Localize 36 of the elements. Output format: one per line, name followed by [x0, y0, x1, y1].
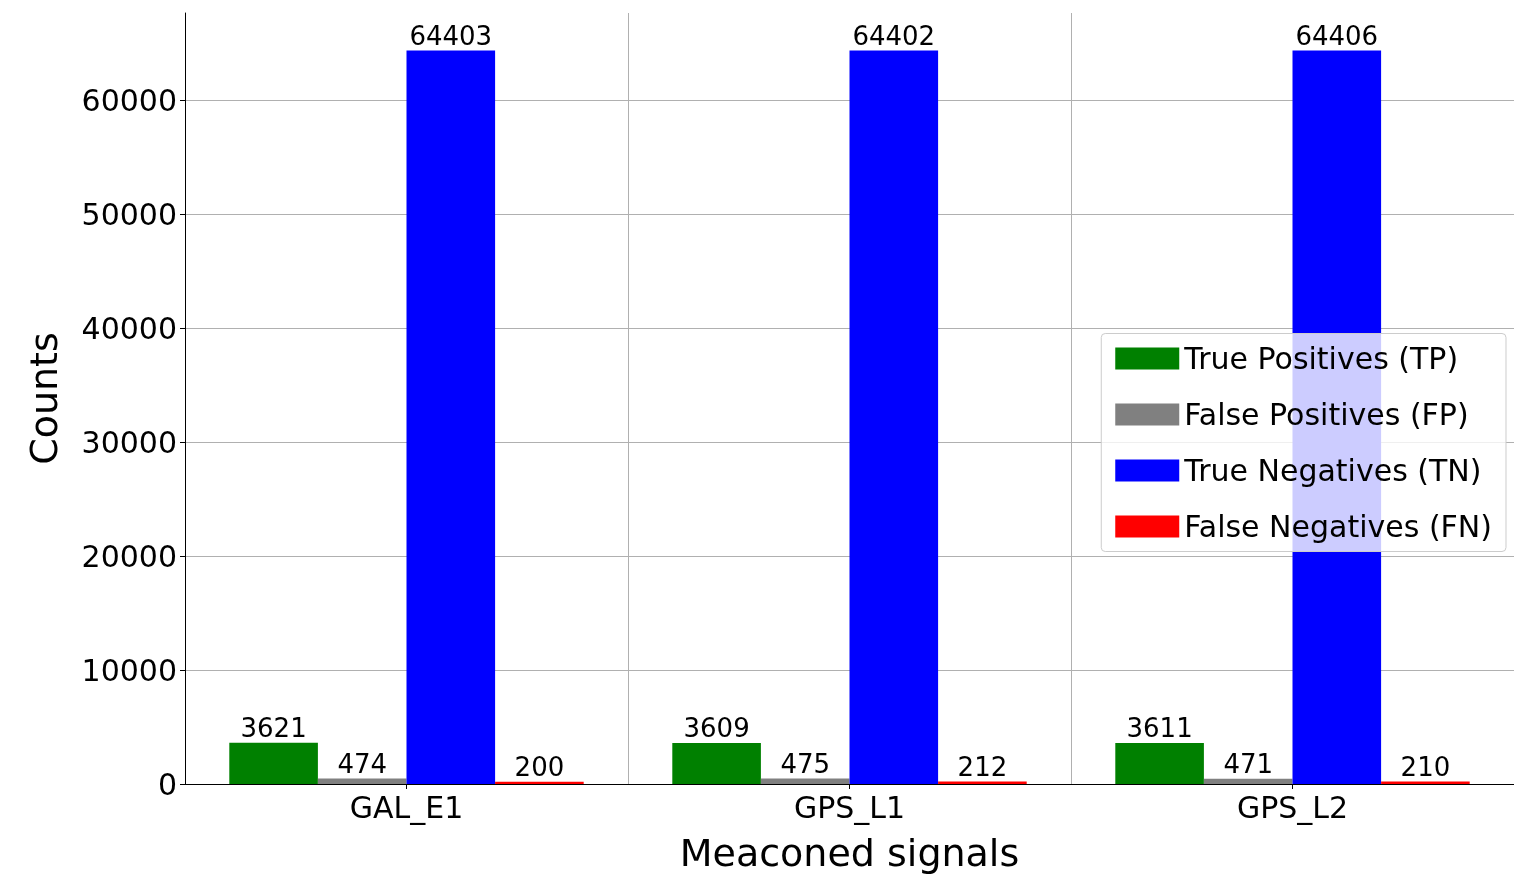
- bar: [229, 742, 318, 784]
- legend-label: True Negatives (TN): [1183, 453, 1482, 488]
- y-tick-label: 60000: [81, 83, 177, 119]
- legend-label: True Positives (TP): [1183, 341, 1459, 376]
- data-label: 64402: [852, 20, 936, 51]
- data-label: 3621: [240, 712, 307, 743]
- data-label: 210: [1400, 751, 1451, 782]
- data-label: 64403: [409, 20, 493, 51]
- y-tick-label: 30000: [81, 424, 177, 460]
- bar: [760, 778, 850, 784]
- data-label: 3609: [683, 712, 750, 743]
- data-label: 475: [780, 748, 831, 779]
- bar: [1203, 778, 1293, 784]
- y-tick-label: 20000: [81, 538, 177, 574]
- data-label: 3611: [1126, 712, 1193, 743]
- bar: [406, 50, 496, 784]
- y-tick-label: 0: [157, 766, 177, 802]
- data-label: 64406: [1295, 20, 1379, 51]
- bar: [1115, 742, 1204, 784]
- y-tick-label: 40000: [81, 310, 177, 346]
- y-tick-label: 10000: [81, 652, 177, 688]
- x-tick-label: GAL_E1: [349, 789, 464, 825]
- legend-label: False Positives (FP): [1184, 397, 1469, 432]
- x-tick-label: GPS_L2: [1236, 789, 1349, 825]
- y-tick-label: 50000: [81, 197, 177, 233]
- x-tick-label: GPS_L1: [793, 789, 906, 825]
- bar: [672, 742, 761, 784]
- data-label: 471: [1223, 748, 1274, 779]
- y-axis-title: Counts: [22, 332, 66, 465]
- legend-label: False Negatives (FN): [1184, 509, 1492, 544]
- data-label: 212: [957, 751, 1008, 782]
- bar: [849, 50, 939, 784]
- data-label: 200: [514, 751, 565, 782]
- data-label: 474: [337, 748, 388, 779]
- x-axis-title: Meaconed signals: [679, 831, 1020, 875]
- bar: [317, 778, 407, 784]
